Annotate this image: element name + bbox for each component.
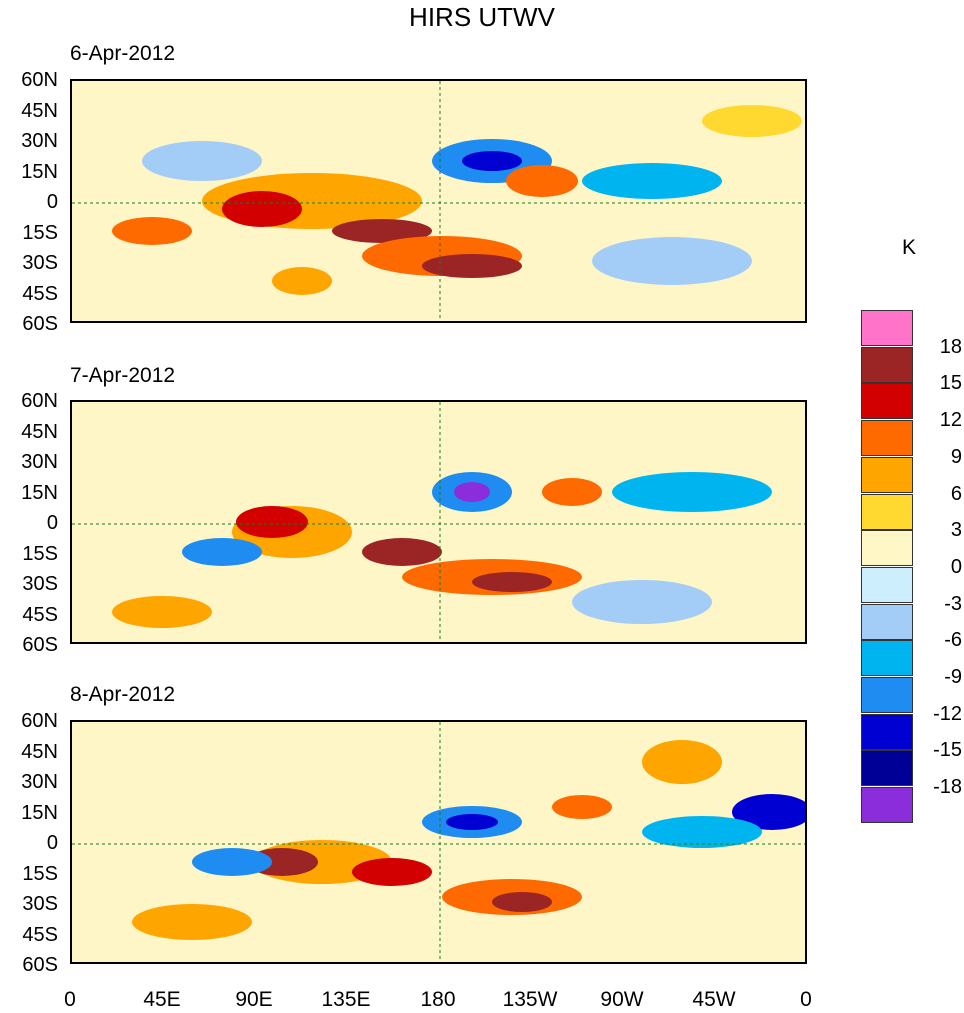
lon-label: 45W xyxy=(692,988,736,1011)
colorbar-swatch xyxy=(861,420,913,457)
map-panel-2 xyxy=(70,400,807,644)
colorbar-label: 6 xyxy=(950,482,962,505)
lat-label: 60N xyxy=(21,390,58,412)
lat-label: 15N xyxy=(21,801,58,824)
colorbar-label: -12 xyxy=(933,702,962,725)
lat-label: 45S xyxy=(22,282,58,305)
colorbar-label: -3 xyxy=(944,592,962,615)
lon-label: 45E xyxy=(143,988,181,1011)
colorbar-label: -6 xyxy=(944,629,962,652)
map-panel-1 xyxy=(70,79,807,323)
lon-label: 0 xyxy=(800,988,812,1011)
lat-label: 45N xyxy=(21,740,58,763)
colorbar-label: 9 xyxy=(950,445,962,468)
lon-label: 0 xyxy=(64,988,76,1011)
lon-label: 135W xyxy=(502,988,558,1011)
map-field-2 xyxy=(72,402,805,642)
lat-label: 15N xyxy=(21,160,58,183)
lat-label: 30S xyxy=(22,252,58,274)
chart-title: HIRS UTWV xyxy=(409,2,555,32)
lat-label: 15S xyxy=(22,862,58,885)
lat-label: 0 xyxy=(46,191,58,213)
lat-label: 60N xyxy=(21,710,58,732)
colorbar-swatch xyxy=(861,383,913,420)
lat-label: 30S xyxy=(22,573,58,595)
colorbar-swatch xyxy=(861,750,913,787)
colorbar-swatch xyxy=(861,713,913,750)
panel-date-3: 8-Apr-2012 xyxy=(70,683,176,706)
lat-label: 60N xyxy=(21,69,58,91)
lat-label: 45S xyxy=(22,923,58,946)
colorbar-label: 18 xyxy=(939,335,962,358)
lat-label: 45S xyxy=(22,603,58,626)
map-field-1 xyxy=(72,81,805,321)
lon-label: 90W xyxy=(600,988,644,1011)
lon-label: 180 xyxy=(420,988,456,1011)
colorbar-swatch xyxy=(861,566,913,603)
colorbar-swatch xyxy=(861,530,913,567)
lat-label: 15S xyxy=(22,221,58,244)
map-field-3 xyxy=(72,722,805,962)
lat-label: 45N xyxy=(21,99,58,122)
colorbar-swatch xyxy=(861,603,913,640)
colorbar-label: -18 xyxy=(933,776,962,799)
colorbar-swatch xyxy=(861,493,913,530)
lat-label: 15N xyxy=(21,481,58,504)
colorbar-swatch xyxy=(861,346,913,383)
lat-label: 30N xyxy=(21,771,58,793)
lat-label: 30N xyxy=(21,451,58,473)
panel-date-2: 7-Apr-2012 xyxy=(70,364,176,387)
lat-label: 0 xyxy=(46,832,58,854)
lon-label: 90E xyxy=(235,988,273,1011)
colorbar-swatch xyxy=(861,640,913,677)
colorbar-label: -9 xyxy=(944,666,962,688)
lat-label: 15S xyxy=(22,542,58,565)
lat-label: 0 xyxy=(46,512,58,534)
colorbar-unit: K xyxy=(902,236,917,259)
map-panel-3 xyxy=(70,720,807,964)
colorbar-swatch xyxy=(861,787,913,824)
colorbar-label: 3 xyxy=(950,519,962,542)
colorbar-label: 12 xyxy=(939,409,962,432)
panel-date-1: 6-Apr-2012 xyxy=(70,42,176,65)
colorbar-swatch xyxy=(861,456,913,493)
colorbar-label: 15 xyxy=(939,372,962,395)
lon-label: 135E xyxy=(321,988,371,1011)
lat-label: 30N xyxy=(21,130,58,152)
colorbar-label: -15 xyxy=(933,739,962,762)
colorbar-swatch xyxy=(861,677,913,713)
lat-label: 45N xyxy=(21,420,58,443)
lat-label: 60S xyxy=(22,954,58,976)
lat-label: 30S xyxy=(22,893,58,915)
colorbar-label: 0 xyxy=(950,555,962,578)
colorbar-swatch xyxy=(861,310,913,346)
lat-label: 60S xyxy=(22,313,58,335)
lat-label: 60S xyxy=(22,634,58,656)
